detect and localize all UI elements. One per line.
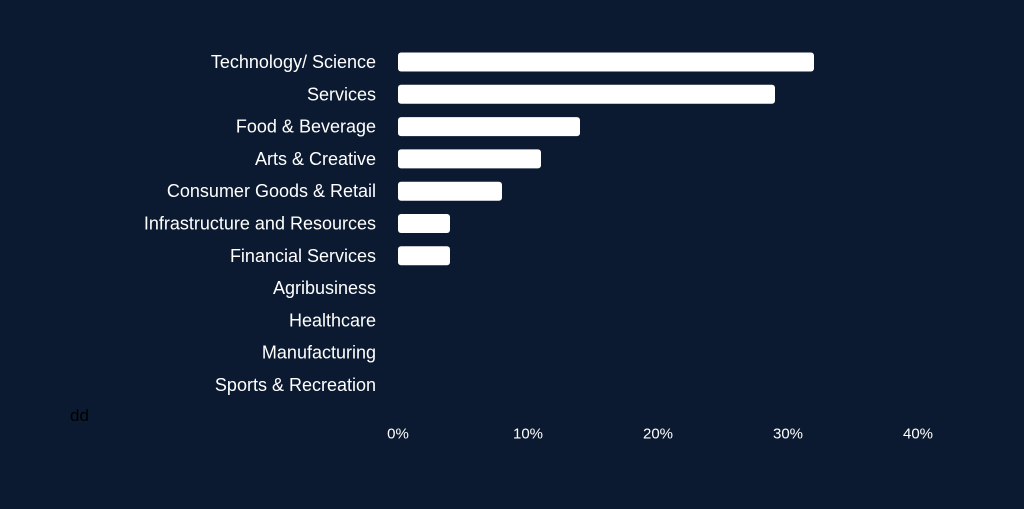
category-label: Infrastructure and Resources xyxy=(144,214,376,234)
category-labels: Technology/ Science Services Food & Bevera… xyxy=(144,52,376,395)
category-label: Consumer Goods & Retail xyxy=(167,181,376,201)
x-tick-label: 30% xyxy=(773,426,803,443)
x-tick-label: 0% xyxy=(387,426,409,443)
category-label: Agribusiness xyxy=(273,278,376,298)
category-label: Arts & Creative xyxy=(255,149,376,169)
x-tick-label: 20% xyxy=(643,426,673,443)
x-tick-label: 10% xyxy=(513,426,543,443)
stray-text: dd xyxy=(70,406,89,425)
bar xyxy=(398,52,814,72)
category-label: Financial Services xyxy=(230,246,376,266)
category-label: Food & Beverage xyxy=(236,117,376,137)
x-axis-tick-labels: 0% 10% 20% 30% 40% xyxy=(387,426,933,443)
bar xyxy=(398,117,580,137)
bar xyxy=(398,246,450,266)
category-label: Sports & Recreation xyxy=(215,375,376,395)
category-label: Healthcare xyxy=(289,310,376,330)
category-label: Services xyxy=(307,84,376,104)
category-label: Technology/ Science xyxy=(211,52,376,72)
category-label: Manufacturing xyxy=(262,343,376,363)
bar xyxy=(398,214,450,233)
bar xyxy=(398,149,541,169)
bar xyxy=(398,181,502,201)
bar xyxy=(398,84,775,104)
bars xyxy=(398,52,814,266)
x-tick-label: 40% xyxy=(903,426,933,443)
